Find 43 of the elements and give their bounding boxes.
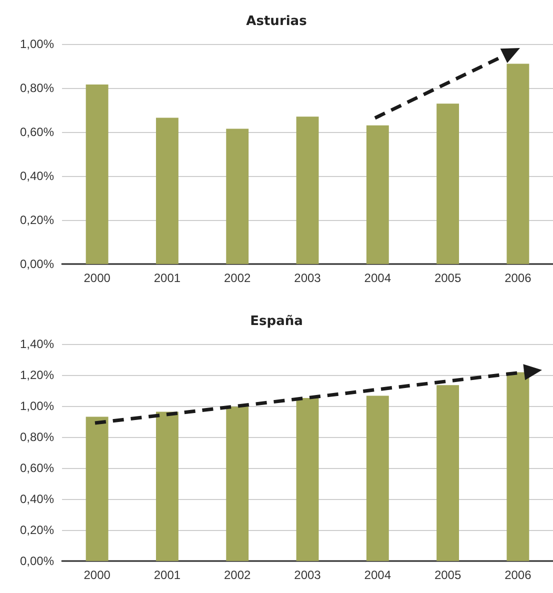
x-tick-label: 2004: [364, 568, 392, 582]
bar: [506, 372, 530, 561]
x-tick-label: 2003: [294, 568, 322, 582]
x-tick-label: 2006: [504, 568, 532, 582]
bar: [436, 385, 460, 561]
y-tick-label: 0,20%: [20, 523, 54, 537]
bar: [156, 412, 178, 561]
x-tick-label: 2006: [504, 271, 532, 285]
y-tick-label: 0,60%: [20, 461, 54, 475]
bar: [296, 116, 319, 264]
y-tick-label: 1,40%: [20, 337, 54, 351]
x-tick-label: 2000: [84, 568, 111, 582]
bar: [86, 84, 108, 264]
x-tick-label: 2000: [84, 271, 111, 285]
y-tick-label: 1,20%: [20, 368, 54, 382]
bar: [226, 406, 249, 561]
y-tick-label: 0,20%: [20, 213, 54, 227]
chart-title: Asturias: [246, 14, 308, 29]
y-tick-label: 0,00%: [20, 257, 54, 271]
x-tick-label: 2005: [434, 568, 462, 582]
y-tick-label: 1,00%: [20, 37, 54, 51]
y-tick-label: 0,60%: [20, 125, 54, 139]
x-tick-label: 2005: [434, 271, 462, 285]
x-tick-label: 2001: [154, 568, 181, 582]
x-tick-label: 2003: [294, 271, 322, 285]
y-tick-label: 0,00%: [20, 554, 54, 568]
y-tick-label: 0,80%: [20, 430, 54, 444]
x-tick-label: 2001: [154, 271, 181, 285]
bar: [366, 125, 389, 264]
x-tick-label: 2002: [224, 568, 252, 582]
x-tick-label: 2004: [364, 271, 392, 285]
bar: [226, 128, 249, 264]
bar: [366, 396, 389, 561]
y-tick-label: 0,80%: [20, 81, 54, 95]
bar: [296, 398, 319, 561]
bar: [86, 416, 108, 561]
y-tick-label: 0,40%: [20, 169, 54, 183]
y-tick-label: 1,00%: [20, 399, 54, 413]
chart-title: España: [250, 314, 303, 329]
y-tick-label: 0,40%: [20, 492, 54, 506]
x-tick-label: 2002: [224, 271, 252, 285]
bar: [436, 104, 460, 264]
bar: [156, 118, 178, 264]
